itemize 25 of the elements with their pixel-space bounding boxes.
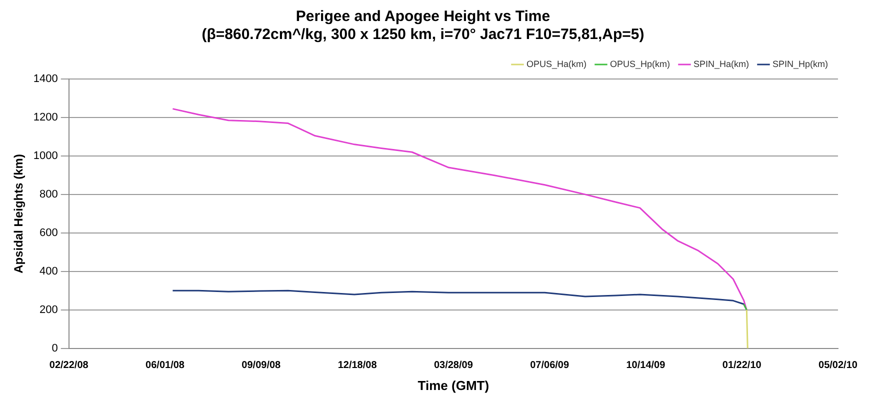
- x-tick-label: 02/22/08: [49, 360, 89, 372]
- legend-label: SPIN_Hp(km): [772, 58, 828, 69]
- x-tick-label: 12/18/08: [338, 360, 378, 372]
- x-tick-label: 06/01/08: [146, 360, 185, 372]
- x-tick-label: 10/14/09: [626, 360, 666, 372]
- x-tick-label: 09/09/08: [242, 360, 282, 372]
- y-tick-label: 200: [40, 304, 58, 316]
- y-tick-label: 0: [52, 342, 58, 354]
- chart-subtitle: (β=860.72cm^/kg, 300 x 1250 km, i=70° Jac71 F10=75,81,Ap=5): [202, 26, 644, 44]
- x-tick-label: 05/02/10: [818, 360, 858, 372]
- chart-title: Perigee and Apogee Height vs Time: [296, 8, 550, 26]
- x-axis-title: Time (GMT): [418, 378, 490, 393]
- y-tick-label: 1000: [33, 150, 58, 162]
- legend-label: OPUS_Hp(km): [610, 58, 670, 69]
- legend-label: OPUS_Ha(km): [526, 58, 586, 69]
- x-tick-label: 07/06/09: [530, 360, 570, 372]
- legend-label: SPIN_Ha(km): [693, 58, 749, 69]
- y-axis-title: Apsidal Heights (km): [12, 154, 26, 274]
- x-tick-label: 01/22/10: [722, 360, 762, 372]
- x-tick-label: 03/28/09: [434, 360, 474, 372]
- y-tick-label: 600: [40, 226, 58, 239]
- y-tick-label: 1200: [33, 112, 58, 124]
- y-tick-label: 800: [40, 188, 58, 200]
- y-tick-label: 1400: [33, 73, 58, 86]
- y-tick-label: 400: [40, 265, 58, 278]
